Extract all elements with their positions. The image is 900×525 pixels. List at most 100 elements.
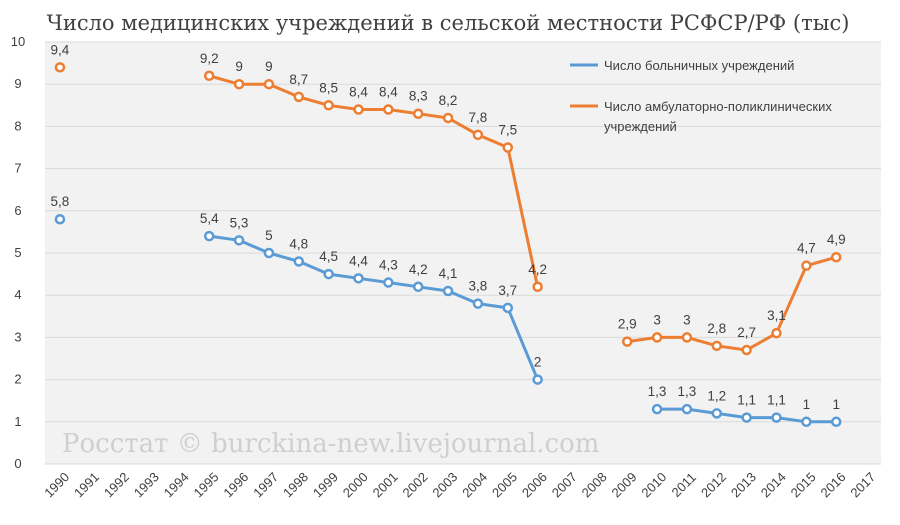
data-point bbox=[621, 336, 633, 347]
data-label: 3,7 bbox=[498, 283, 517, 298]
data-point bbox=[651, 403, 663, 415]
data-label: 3,1 bbox=[767, 308, 786, 323]
legend-label-outpatient-line2: учреждений bbox=[604, 119, 677, 134]
data-point bbox=[383, 277, 394, 288]
data-label: 4,3 bbox=[379, 258, 398, 273]
x-tick-label: 2002 bbox=[400, 469, 431, 500]
data-label: 3 bbox=[653, 312, 661, 327]
data-label: 5 bbox=[265, 228, 273, 243]
x-tick-label: 2016 bbox=[818, 469, 849, 500]
data-label: 4,5 bbox=[319, 249, 338, 264]
data-point bbox=[54, 62, 66, 73]
data-label: 1,3 bbox=[648, 384, 667, 399]
x-axis: 1990199119921993199419951996199719981999… bbox=[41, 469, 878, 500]
data-label: 2 bbox=[534, 355, 542, 370]
data-label: 2,7 bbox=[737, 325, 756, 340]
data-label: 4,8 bbox=[289, 236, 308, 251]
data-point bbox=[472, 129, 484, 141]
data-label: 1 bbox=[803, 397, 811, 412]
data-point bbox=[771, 327, 782, 339]
data-label: 4,2 bbox=[409, 262, 428, 277]
data-label: 9 bbox=[265, 59, 273, 74]
data-label: 3 bbox=[683, 312, 691, 327]
y-tick-label: 10 bbox=[11, 34, 25, 49]
data-point bbox=[442, 112, 454, 124]
data-point bbox=[741, 412, 752, 423]
data-point bbox=[711, 408, 723, 419]
data-point bbox=[532, 374, 543, 385]
legend-label-hospitals: Число больничных учреждений bbox=[604, 58, 794, 73]
y-tick-label: 5 bbox=[14, 245, 21, 260]
data-point bbox=[263, 78, 275, 90]
y-tick-label: 0 bbox=[14, 456, 21, 471]
data-point bbox=[293, 91, 305, 103]
data-point bbox=[263, 247, 275, 259]
y-axis: 0 1 2 3 4 5 6 7 8 9 10 bbox=[11, 34, 25, 471]
data-point bbox=[203, 230, 215, 242]
data-label: 9,2 bbox=[200, 51, 219, 66]
data-label: 4,9 bbox=[827, 232, 846, 247]
data-point bbox=[472, 298, 484, 309]
data-point bbox=[801, 416, 812, 428]
x-tick-label: 2011 bbox=[669, 470, 699, 500]
x-tick-label: 2014 bbox=[758, 469, 789, 500]
data-point bbox=[681, 332, 693, 343]
x-tick-label: 2012 bbox=[698, 469, 729, 500]
data-point bbox=[412, 281, 424, 293]
data-label: 2,8 bbox=[707, 321, 726, 336]
data-label: 1,2 bbox=[707, 388, 726, 403]
y-tick-label: 2 bbox=[14, 372, 21, 387]
x-tick-label: 1992 bbox=[101, 469, 132, 500]
series-0: 5,8 5,4 5,3 5 4,8 4,5 4,4 4,3 4,2 4,1 3,8 3,7 2 1,3 1,… bbox=[51, 194, 842, 428]
gridlines bbox=[45, 41, 881, 465]
x-tick-label: 1995 bbox=[191, 469, 222, 500]
y-tick-label: 3 bbox=[14, 329, 21, 344]
x-tick-label: 2004 bbox=[459, 469, 490, 500]
data-label: 4,4 bbox=[349, 253, 368, 268]
series-1: 9,4 9,2 9 9 8,7 8,5 8,4 8,4 8,3 8,2 7,8 7,5 4,2 2,9 3 3… bbox=[51, 42, 846, 356]
x-tick-label: 2017 bbox=[847, 469, 878, 500]
x-tick-label: 2005 bbox=[489, 469, 520, 500]
data-point bbox=[502, 302, 514, 314]
x-tick-label: 2010 bbox=[638, 469, 669, 500]
x-tick-label: 1994 bbox=[161, 469, 192, 500]
x-tick-label: 2009 bbox=[609, 469, 640, 500]
data-point bbox=[532, 281, 543, 293]
data-label: 7,5 bbox=[498, 123, 517, 138]
y-tick-label: 8 bbox=[14, 118, 21, 133]
x-tick-label: 2007 bbox=[549, 469, 580, 500]
data-label: 1,3 bbox=[678, 384, 697, 399]
data-label: 8,2 bbox=[439, 93, 458, 108]
x-tick-label: 2006 bbox=[519, 469, 550, 500]
y-tick-label: 6 bbox=[14, 203, 21, 218]
data-label: 8,7 bbox=[289, 72, 308, 87]
data-label: 1,1 bbox=[767, 393, 786, 408]
data-label: 7,8 bbox=[469, 110, 488, 125]
data-point bbox=[353, 273, 364, 284]
data-point bbox=[233, 235, 245, 246]
data-point bbox=[323, 100, 334, 111]
data-point bbox=[412, 108, 424, 119]
data-point bbox=[830, 251, 842, 263]
x-tick-label: 1996 bbox=[220, 469, 251, 500]
data-point bbox=[502, 142, 514, 153]
data-label: 9 bbox=[235, 59, 243, 74]
data-label: 2,9 bbox=[618, 317, 637, 332]
data-label: 4,1 bbox=[439, 266, 458, 281]
x-tick-label: 1991 bbox=[71, 469, 102, 500]
data-label: 5,3 bbox=[230, 215, 249, 230]
legend-label-outpatient-line1: Число амбулаторно-поликлинических bbox=[604, 99, 832, 114]
watermark: Росстат © burckina-new.livejournal.com bbox=[62, 429, 599, 459]
y-tick-label: 9 bbox=[14, 76, 21, 91]
x-tick-label: 2001 bbox=[370, 469, 401, 500]
data-point bbox=[54, 213, 66, 225]
x-tick-label: 1990 bbox=[41, 469, 72, 500]
data-point bbox=[383, 104, 394, 115]
x-tick-label: 2000 bbox=[340, 469, 371, 500]
data-point bbox=[711, 340, 723, 352]
data-label: 5,8 bbox=[51, 194, 70, 209]
data-label: 9,4 bbox=[51, 42, 70, 57]
data-point bbox=[203, 70, 215, 82]
data-point bbox=[830, 416, 842, 428]
y-tick-label: 7 bbox=[14, 161, 21, 176]
